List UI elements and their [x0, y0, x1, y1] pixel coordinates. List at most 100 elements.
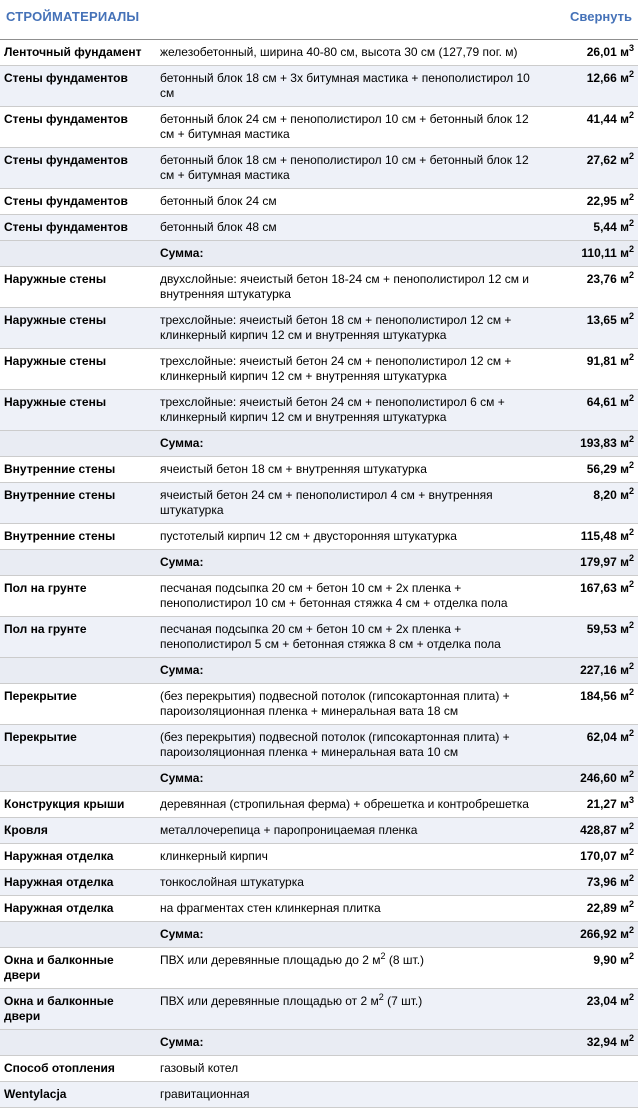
value-cell: 32,94 м2	[586, 1033, 634, 1050]
table-row: Стены фундаментов бетонный блок 48 см 5,…	[0, 214, 638, 241]
value-cell: 193,83 м2	[580, 434, 634, 451]
collapse-link[interactable]: Свернуть	[570, 9, 632, 24]
sum-row: Сумма: 227,16 м2	[0, 657, 638, 684]
category-cell: Стены фундаментов	[4, 71, 128, 85]
value-cell: 23,76 м2	[586, 270, 634, 287]
value-cell: 26,01 м3	[586, 43, 634, 60]
description-cell: бетонный блок 18 см + 3х битумная мастик…	[160, 71, 530, 100]
value-cell: 41,44 м2	[586, 110, 634, 127]
table-row: Конструкция крыши деревянная (стропильна…	[0, 792, 638, 818]
category-cell: Пол на грунте	[4, 581, 87, 595]
description-cell: ПВХ или деревянные площадью до 2 м2 (8 ш…	[160, 951, 425, 968]
value-cell: 22,89 м2	[586, 899, 634, 916]
description-cell: бетонный блок 18 см + пенополистирол 10 …	[160, 153, 529, 182]
value-cell: 59,53 м2	[586, 620, 634, 637]
description-cell: бетонный блок 24 см	[160, 194, 277, 208]
category-cell: Кровля	[4, 823, 48, 837]
table-row: Способ отопления газовый котел	[0, 1056, 638, 1082]
description-cell: бетонный блок 24 см + пенополистирол 10 …	[160, 112, 529, 141]
table-row: Ленточный фундамент железобетонный, шири…	[0, 40, 638, 66]
value-cell: 227,16 м2	[580, 661, 634, 678]
value-cell: 27,62 м2	[586, 151, 634, 168]
sum-row: Сумма: 193,83 м2	[0, 430, 638, 457]
table-row: Наружная отделка на фрагментах стен клин…	[0, 896, 638, 922]
description-cell: ПВХ или деревянные площадью от 2 м2 (7 ш…	[160, 992, 423, 1009]
value-cell	[544, 1056, 638, 1082]
category-cell: Наружная отделка	[4, 901, 114, 915]
table-row: Перекрытие (без перекрытия) подвесной по…	[0, 684, 638, 725]
category-cell	[0, 550, 156, 576]
materials-table-body: Ленточный фундамент железобетонный, шири…	[0, 40, 638, 1108]
category-cell	[0, 922, 156, 948]
description-cell: деревянная (стропильная ферма) + обрешет…	[160, 797, 529, 811]
description-cell: металлочерепица + паропроницаемая пленка	[160, 823, 418, 837]
materials-table: Ленточный фундамент железобетонный, шири…	[0, 39, 638, 1108]
category-cell	[0, 766, 156, 792]
category-cell: Окна и балконные двери	[4, 953, 114, 982]
category-cell: Стены фундаментов	[4, 194, 128, 208]
description-cell: песчаная подсыпка 20 см + бетон 10 см + …	[160, 622, 501, 651]
value-cell: 64,61 м2	[586, 393, 634, 410]
value-cell: 170,07 м2	[580, 847, 634, 864]
description-cell: Сумма:	[160, 663, 204, 677]
sum-row: Сумма: 179,97 м2	[0, 549, 638, 576]
value-cell: 179,97 м2	[580, 553, 634, 570]
category-cell: Наружные стены	[4, 395, 107, 409]
category-cell	[0, 658, 156, 684]
table-row: Кровля металлочерепица + паропроницаемая…	[0, 817, 638, 844]
sum-row: Сумма: 110,11 м2	[0, 240, 638, 267]
category-cell: Конструкция крыши	[4, 797, 125, 811]
value-cell: 91,81 м2	[586, 352, 634, 369]
table-row: Перекрытие (без перекрытия) подвесной по…	[0, 724, 638, 766]
description-cell: (без перекрытия) подвесной потолок (гипс…	[160, 730, 510, 759]
sum-row: Сумма: 32,94 м2	[0, 1029, 638, 1056]
category-cell: Наружные стены	[4, 313, 107, 327]
value-cell: 8,20 м2	[593, 486, 634, 503]
description-cell: на фрагментах стен клинкерная плитка	[160, 901, 381, 915]
description-cell: песчаная подсыпка 20 см + бетон 10 см + …	[160, 581, 508, 610]
table-row: Wentylacja гравитационная	[0, 1081, 638, 1108]
value-cell: 21,27 м3	[586, 795, 634, 812]
value-cell	[544, 1082, 638, 1108]
description-cell: клинкерный кирпич	[160, 849, 268, 863]
category-cell: Wentylacja	[4, 1087, 67, 1101]
description-cell: Сумма:	[160, 555, 204, 569]
table-row: Наружная отделка тонкослойная штукатурка…	[0, 869, 638, 896]
value-cell: 22,95 м2	[586, 192, 634, 209]
category-cell	[0, 1030, 156, 1056]
table-row: Внутренние стены пустотелый кирпич 12 см…	[0, 524, 638, 550]
section-title: СТРОЙМАТЕРИАЛЫ	[6, 9, 140, 24]
sum-row: Сумма: 246,60 м2	[0, 765, 638, 792]
value-cell: 428,87 м2	[580, 821, 634, 838]
category-cell: Стены фундаментов	[4, 112, 128, 126]
description-cell: пустотелый кирпич 12 см + двусторонняя ш…	[160, 529, 457, 543]
value-cell: 56,29 м2	[586, 460, 634, 477]
description-cell: Сумма:	[160, 246, 204, 260]
value-cell: 110,11 м2	[581, 244, 634, 261]
description-cell: ячеистый бетон 24 см + пенополистирол 4 …	[160, 488, 493, 517]
category-cell	[0, 241, 156, 267]
category-cell: Окна и балконные двери	[4, 994, 114, 1023]
value-cell: 246,60 м2	[580, 769, 634, 786]
category-cell: Наружные стены	[4, 272, 107, 286]
description-cell: Сумма:	[160, 1035, 204, 1049]
description-cell: трехслойные: ячеистый бетон 24 см + пено…	[160, 354, 512, 383]
category-cell: Наружные стены	[4, 354, 107, 368]
category-cell: Стены фундаментов	[4, 220, 128, 234]
table-row: Внутренние стены ячеистый бетон 24 см + …	[0, 482, 638, 524]
value-cell: 13,65 м2	[586, 311, 634, 328]
value-cell: 184,56 м2	[580, 687, 634, 704]
value-cell: 23,04 м2	[586, 992, 634, 1009]
category-cell: Внутренние стены	[4, 488, 116, 502]
description-cell: железобетонный, ширина 40-80 см, высота …	[160, 45, 518, 59]
description-cell: трехслойные: ячеистый бетон 18 см + пено…	[160, 313, 512, 342]
table-row: Внутренние стены ячеистый бетон 18 см + …	[0, 457, 638, 483]
value-cell: 266,92 м2	[580, 925, 634, 942]
category-cell: Перекрытие	[4, 689, 77, 703]
value-cell: 167,63 м2	[580, 579, 634, 596]
category-cell	[0, 431, 156, 457]
table-row: Стены фундаментов бетонный блок 24 см + …	[0, 107, 638, 148]
category-cell: Стены фундаментов	[4, 153, 128, 167]
value-cell: 73,96 м2	[586, 873, 634, 890]
table-row: Стены фундаментов бетонный блок 18 см + …	[0, 147, 638, 189]
